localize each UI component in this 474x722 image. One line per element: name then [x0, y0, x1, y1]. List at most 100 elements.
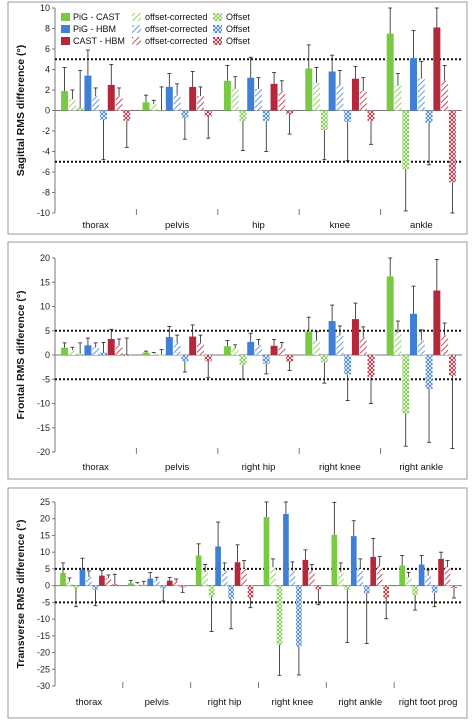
y-tick-label: -2: [42, 126, 50, 136]
bar-rms: [142, 102, 150, 111]
bar-offset: [315, 585, 322, 590]
bar-offset-corrected: [336, 335, 344, 355]
bar-offset: [158, 354, 166, 356]
y-tick-label: -10: [37, 614, 50, 624]
bar-rms: [399, 565, 405, 586]
bar-offset-corrected: [441, 80, 449, 111]
bar-offset: [181, 110, 189, 118]
bar-offset: [412, 585, 418, 596]
bar-rms: [305, 68, 313, 111]
bar-offset-corrected: [202, 572, 208, 586]
bar-rms: [350, 536, 357, 586]
bar-rms: [370, 556, 377, 586]
bar-offset-corrected: [289, 570, 296, 586]
legend-label-pair: PiG - HBM: [73, 24, 116, 34]
legend-label-offset: Offset: [226, 12, 250, 22]
y-axis-label: Sagittal RMS difference (°): [15, 45, 27, 176]
bar-offset: [204, 110, 212, 117]
bar-rms: [107, 84, 115, 111]
y-tick-label: 15: [40, 530, 50, 540]
bar-offset-corrected: [376, 565, 383, 586]
y-tick-label: 2: [45, 85, 50, 95]
bar-offset: [431, 585, 438, 593]
bar-rms: [166, 580, 173, 586]
bar-offset-corrected: [417, 340, 425, 355]
bar-rms: [165, 86, 173, 111]
category-label: right hip: [242, 462, 276, 473]
bar-offset-corrected: [417, 78, 425, 111]
y-tick-label: -4: [42, 147, 50, 157]
legend-swatch-offset-corrected: [132, 25, 141, 33]
y-tick-label: -8: [42, 188, 50, 198]
legend-swatch-offset: [213, 25, 222, 33]
bar-rms: [270, 345, 278, 355]
panel-frame: [7, 241, 468, 480]
bar-rms: [328, 71, 336, 111]
bar-offset-corrected: [173, 342, 181, 355]
y-tick-label: -15: [37, 423, 50, 433]
bar-rms: [328, 321, 336, 355]
y-tick-label: -5: [42, 374, 50, 384]
y-tick-label: 0: [45, 350, 50, 360]
bar-rms: [223, 80, 231, 111]
bar-offset: [123, 355, 131, 356]
y-tick-label: 10: [40, 547, 50, 557]
bar-offset-corrected: [105, 578, 112, 586]
y-tick-label: -10: [37, 208, 50, 218]
bar-offset: [363, 585, 370, 594]
legend-label-offset-corrected: offset-corrected: [145, 24, 207, 34]
bar-rms: [247, 341, 255, 355]
bar-rms: [142, 352, 150, 355]
y-tick-label: 0: [45, 581, 50, 591]
bar-offset-corrected: [357, 568, 364, 586]
legend-swatch-offset-corrected: [132, 13, 141, 21]
bar-offset: [367, 355, 375, 377]
bar-rms: [410, 313, 418, 355]
bar-offset-corrected: [92, 96, 100, 111]
y-tick-label: -20: [37, 447, 50, 457]
bar-offset-corrected: [359, 91, 367, 111]
y-tick-label: 25: [40, 497, 50, 507]
bar-offset: [112, 584, 118, 586]
bar-offset: [451, 585, 457, 588]
bar-rms: [331, 534, 338, 586]
category-label: right ankle: [399, 462, 443, 473]
bar-offset-corrected: [134, 583, 141, 586]
bar-offset-corrected: [150, 104, 158, 111]
legend-label-pair: PiG - CAST: [73, 12, 121, 22]
bar-offset: [383, 585, 390, 599]
bar-offset: [448, 110, 456, 183]
bar-offset-corrected: [405, 577, 412, 586]
bar-offset-corrected: [115, 96, 123, 111]
bar-rms: [433, 290, 441, 355]
category-label: thorax: [82, 462, 109, 473]
bar-rms: [84, 345, 92, 355]
y-tick-label: 4: [45, 65, 50, 75]
bar-rms: [247, 77, 255, 111]
bar-offset: [262, 355, 270, 364]
bar-offset-corrected: [336, 84, 344, 111]
category-label: hip: [252, 220, 265, 231]
bar-offset-corrected: [313, 82, 321, 111]
bar-offset: [286, 110, 294, 115]
category-label: knee: [330, 220, 351, 231]
bar-offset-corrected: [444, 567, 451, 586]
bar-offset-corrected: [231, 348, 239, 355]
legend-label-offset: Offset: [226, 24, 250, 34]
y-tick-label: 6: [45, 44, 50, 54]
bar-offset-corrected: [278, 91, 286, 111]
bar-offset-corrected: [270, 567, 276, 586]
bar-rms: [433, 27, 441, 111]
bar-rms: [410, 58, 418, 111]
bar-offset: [99, 352, 107, 355]
bar-offset: [402, 110, 410, 169]
y-tick-label: 15: [40, 277, 50, 287]
bar-offset-corrected: [86, 576, 92, 586]
bar-offset-corrected: [92, 347, 100, 355]
bar-offset-corrected: [196, 96, 204, 111]
category-label: thorax: [76, 697, 103, 708]
bar-offset: [425, 355, 433, 389]
legend-label-offset-corrected: offset-corrected: [145, 36, 207, 46]
bar-rms: [61, 347, 69, 355]
